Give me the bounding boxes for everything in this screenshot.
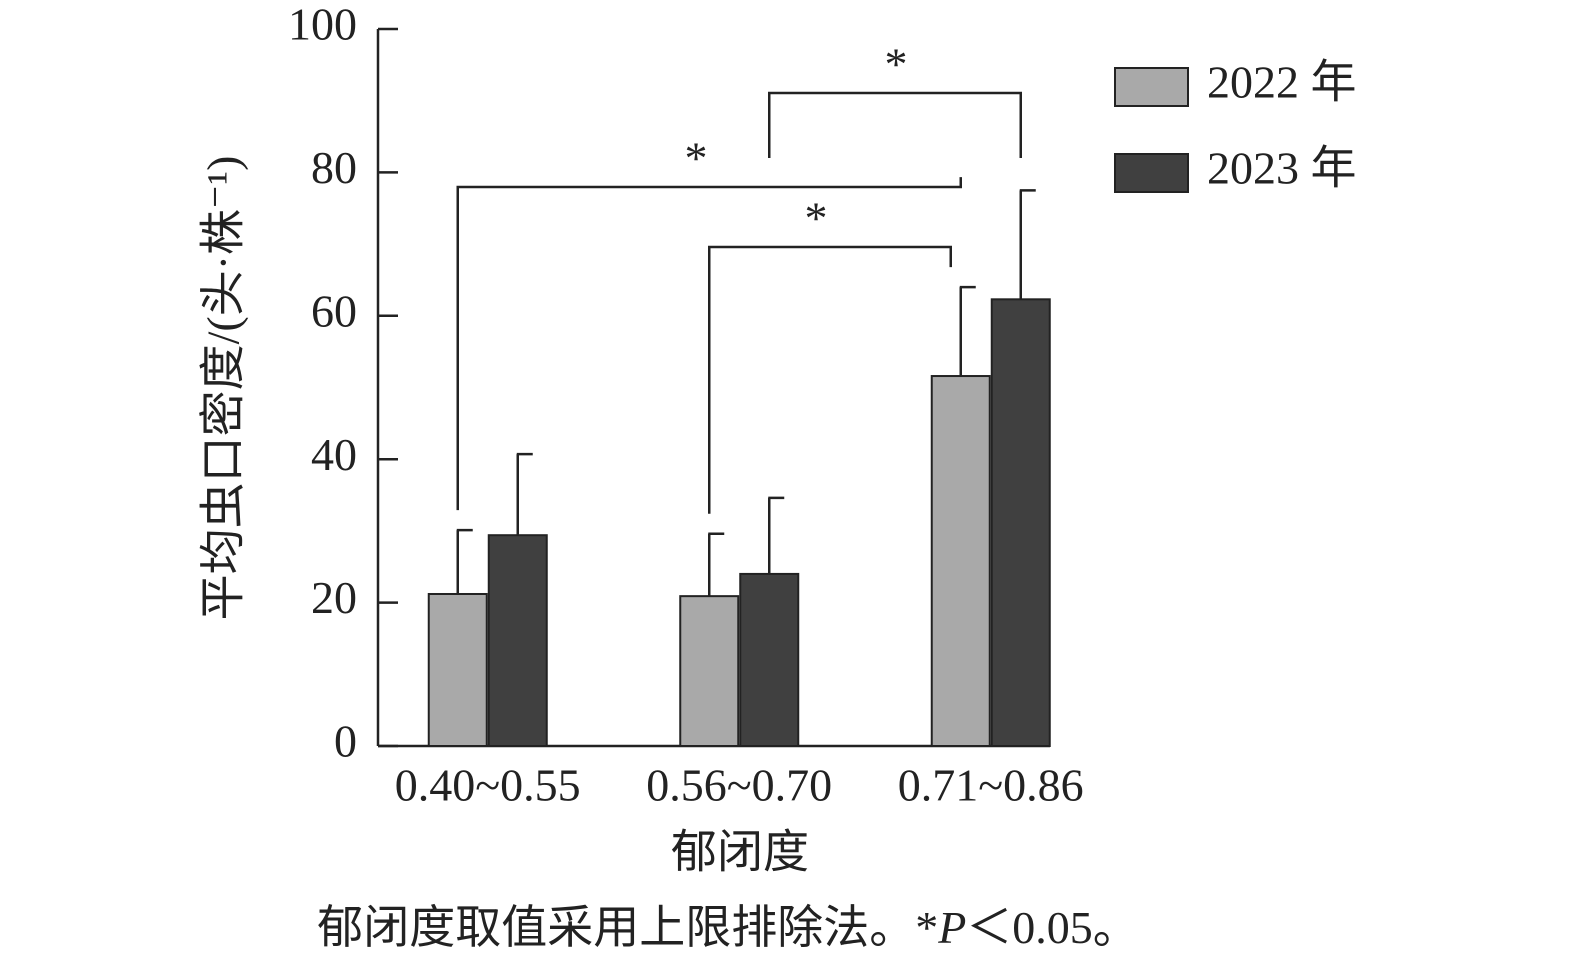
bar <box>679 595 740 747</box>
bar <box>739 572 800 747</box>
y-tick-label: 40 <box>311 429 357 480</box>
y-tick-label: 20 <box>311 572 357 623</box>
x-tick-label: 0.40~0.55 <box>395 760 581 811</box>
bar <box>487 534 548 748</box>
y-tick-label: 0 <box>334 716 357 767</box>
note-part: ＜0.05。 <box>966 902 1139 953</box>
note-part: P <box>937 902 966 953</box>
y-axis-label: 平均虫口密度/(头·株⁻¹) <box>198 156 249 621</box>
legend-swatch <box>1114 153 1189 193</box>
significance-label: * <box>685 133 708 184</box>
x-tick-label: 0.71~0.86 <box>898 760 1084 811</box>
x-axis-label: 郁闭度 <box>671 827 809 878</box>
x-tick-label: 0.56~0.70 <box>646 760 832 811</box>
significance-bracket <box>456 177 962 511</box>
significance-bracket <box>768 91 1022 158</box>
legend-label: 2023 年 <box>1207 143 1357 194</box>
y-tick-label: 100 <box>288 0 357 50</box>
y-tick-label: 80 <box>311 142 357 193</box>
significance-bracket <box>708 245 952 514</box>
y-tick-label: 60 <box>311 285 357 336</box>
significance-label: * <box>805 193 828 244</box>
bar <box>990 298 1051 747</box>
note: 郁闭度取值采用上限排除法。*P＜0.05。 <box>317 902 1139 953</box>
legend-swatch <box>1114 67 1189 107</box>
bar <box>427 592 488 747</box>
bar <box>930 375 991 747</box>
legend-label: 2022 年 <box>1207 57 1357 108</box>
note-part: 郁闭度取值采用上限排除法。* <box>317 902 938 953</box>
significance-label: * <box>885 39 908 90</box>
